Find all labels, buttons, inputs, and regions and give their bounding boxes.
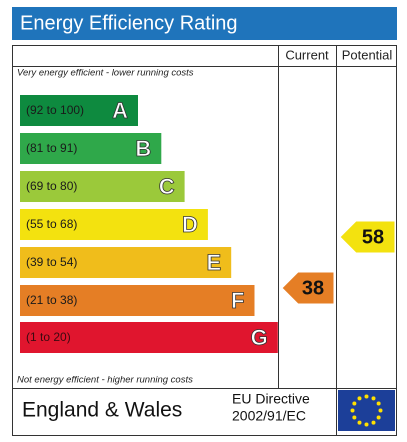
band-letter: G (251, 325, 268, 350)
band-range: (55 to 68) (26, 217, 77, 231)
band-range: (69 to 80) (26, 179, 77, 193)
star (376, 415, 381, 420)
star (371, 420, 376, 425)
bands: (92 to 100) A (81 to 91) B (69 to 80) C (55 to… (20, 95, 278, 353)
current-value: 38 (302, 277, 324, 299)
band (20, 322, 278, 353)
star (357, 396, 362, 401)
band (20, 285, 255, 316)
bottom-note: Not energy efficient - higher running co… (17, 375, 193, 386)
title: Energy Efficiency Rating (20, 12, 238, 34)
star (357, 420, 362, 425)
band (20, 133, 162, 164)
star (350, 408, 355, 413)
star (364, 394, 369, 399)
column-header: Current (285, 47, 329, 62)
band-letter: B (135, 136, 151, 161)
band-range: (81 to 91) (26, 141, 77, 155)
star (378, 408, 383, 413)
star (376, 401, 381, 406)
potential-arrow (339, 220, 396, 254)
star (352, 401, 357, 406)
title-bar (12, 7, 397, 40)
frame (12, 45, 397, 436)
column-header: Potential (342, 47, 393, 62)
current-arrow (281, 271, 335, 305)
band-letter: F (231, 288, 244, 313)
top-note: Very energy efficient - lower running co… (17, 68, 194, 79)
band-letter: C (159, 174, 175, 199)
band-letter: D (182, 212, 198, 237)
directive: EU Directive (232, 391, 310, 407)
region: England & Wales (22, 399, 182, 422)
band-letter: E (207, 250, 222, 275)
band (20, 171, 185, 202)
band-range: (1 to 20) (26, 330, 71, 344)
star (371, 396, 376, 401)
eu-stars (350, 394, 383, 427)
band-range: (92 to 100) (26, 103, 84, 117)
band-range: (39 to 54) (26, 255, 77, 269)
band (20, 95, 138, 126)
directive: 2002/91/EC (232, 408, 306, 424)
band-range: (21 to 38) (26, 293, 77, 307)
band (20, 247, 232, 278)
star (364, 422, 369, 427)
band (20, 209, 208, 240)
star (352, 415, 357, 420)
potential-value: 58 (362, 226, 384, 248)
band-letter: A (112, 98, 128, 123)
